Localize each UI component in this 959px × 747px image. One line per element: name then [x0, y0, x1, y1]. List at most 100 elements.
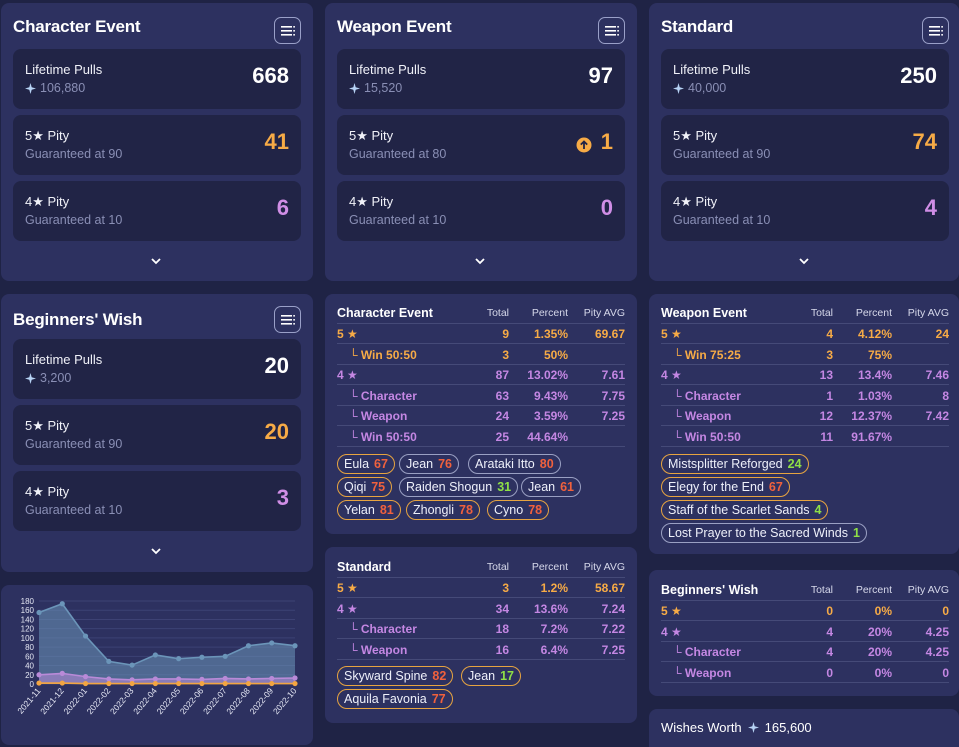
row-label: └ Character — [349, 388, 417, 403]
chevron-down-icon[interactable] — [797, 254, 811, 268]
primogem-amount: 15,520 — [364, 81, 403, 95]
lifetime-pulls-value: 668 — [252, 63, 289, 88]
row-label: 4 ★ — [337, 368, 358, 382]
five-star-pity-card: 5★ Pity Guaranteed at 90 20 — [13, 405, 301, 465]
five-star-guarantee: Guaranteed at 90 — [25, 147, 123, 161]
item-tag[interactable]: Skyward Spine 82 — [337, 666, 454, 686]
stats-panel-standard: Standard Total Percent Pity AVG 5 ★ 3 1.2% 58.6… — [325, 547, 637, 723]
item-tag[interactable]: Aquila Favonia 77 — [337, 689, 453, 709]
row-label: 4 ★ — [661, 368, 682, 382]
item-tag[interactable]: Jean 76 — [399, 454, 460, 474]
item-name: Cyno — [494, 503, 524, 517]
primogem-amount: 40,000 — [688, 81, 727, 95]
chevron-down-icon[interactable] — [149, 544, 163, 558]
row-total: 63 — [495, 388, 509, 403]
primogem-amount: 106,880 — [40, 81, 86, 95]
table-title: Beginners' Wish — [661, 583, 759, 597]
item-tag[interactable]: Zhongli 78 — [406, 500, 480, 520]
item-tag[interactable]: Staff of the Scarlet Sands 4 — [661, 500, 829, 520]
four-star-pity-value: 6 — [276, 195, 289, 220]
lifetime-pulls-value: 20 — [264, 353, 289, 378]
series-point — [82, 674, 89, 680]
row-total: 12 — [819, 409, 833, 423]
row-pity-avg: 0 — [942, 665, 949, 680]
row-label: 4 ★ — [337, 601, 358, 616]
row-total: 4 — [826, 645, 833, 659]
item-tag[interactable]: Cyno 78 — [487, 500, 550, 520]
item-tag[interactable]: Jean 17 — [461, 666, 522, 686]
series-line — [38, 672, 296, 681]
menu-button[interactable] — [274, 306, 301, 333]
chevron-down-icon[interactable] — [149, 254, 163, 268]
item-name: Staff of the Scarlet Sands — [668, 503, 810, 517]
four-star-pity-card: 4★ Pity Guaranteed at 10 0 — [337, 181, 625, 241]
item-tag[interactable]: Raiden Shogun 31 — [399, 477, 519, 497]
series-point — [292, 680, 298, 687]
table-title: Standard — [337, 560, 392, 574]
y-tick-label: 20 — [25, 671, 34, 680]
x-tick-label: 2022-09 — [248, 686, 276, 717]
x-tick-label: 2021-12 — [38, 686, 66, 717]
stats-table-weapon-event: Weapon Event Total Percent Pity AVG 5 ★ 4 4.12… — [661, 304, 949, 447]
table-row: └ Win 50:50 11 91.67% — [661, 427, 949, 447]
five-star-pity-card: 5★ Pity Guaranteed at 80 1 — [337, 115, 625, 175]
row-percent: 1.2% — [540, 581, 568, 595]
item-tag[interactable]: Yelan 81 — [337, 500, 401, 520]
series-point — [82, 680, 89, 687]
row-label: └ Character — [673, 388, 741, 403]
item-tag[interactable]: Eula 67 — [337, 454, 395, 474]
row-pity-avg: 24 — [935, 327, 949, 341]
y-tick-label: 180 — [21, 597, 35, 606]
row-pity-avg: 7.42 — [925, 409, 949, 423]
menu-button[interactable] — [598, 17, 625, 44]
series-point — [106, 680, 112, 687]
pity-count: 67 — [768, 480, 783, 494]
series-area — [39, 673, 295, 684]
x-tick-label: 2022-03 — [108, 686, 136, 717]
table-row: 5 ★ 4 4.12% 24 — [661, 324, 949, 344]
four-star-pity-card: 4★ Pity Guaranteed at 10 6 — [13, 181, 301, 241]
item-name: Jean — [406, 457, 434, 471]
item-tag[interactable]: Qiqi 75 — [337, 477, 393, 497]
chevron-down-icon[interactable] — [473, 254, 487, 268]
item-name: Aquila Favonia — [344, 692, 427, 706]
row-percent: 13.4% — [857, 368, 892, 382]
wishes-worth-value: 165,600 — [764, 720, 812, 735]
table-row: 4 ★ 87 13.02% 7.61 — [337, 365, 625, 385]
item-tag[interactable]: Jean 61 — [521, 477, 582, 497]
primogem-icon — [349, 83, 360, 94]
series-point — [129, 662, 135, 668]
row-total: 34 — [495, 601, 509, 616]
series-area — [39, 603, 295, 684]
primogem-icon — [25, 373, 36, 384]
item-name: Raiden Shogun — [406, 480, 493, 494]
four-star-pity-value: 0 — [600, 195, 613, 220]
four-star-pity-value: 3 — [276, 485, 289, 510]
item-tag[interactable]: Arataki Itto 80 — [468, 454, 561, 474]
row-total: 87 — [495, 368, 509, 382]
menu-button[interactable] — [922, 17, 949, 44]
item-tag[interactable]: Mistsplitter Reforged 24 — [661, 454, 809, 474]
row-label: 4 ★ — [661, 624, 682, 639]
lifetime-pulls-label: Lifetime Pulls — [25, 62, 103, 77]
five-star-guarantee: Guaranteed at 90 — [673, 147, 771, 161]
series-point — [59, 601, 65, 607]
row-total: 13 — [819, 368, 833, 382]
item-tag[interactable]: Elegy for the End 67 — [661, 477, 790, 497]
row-pity-avg: 7.75 — [601, 388, 625, 403]
lifetime-pulls-label: Lifetime Pulls — [25, 352, 103, 367]
row-percent: 4.12% — [857, 327, 892, 341]
series-point — [292, 643, 298, 649]
y-tick-label: 60 — [25, 652, 34, 661]
four-star-guarantee: Guaranteed at 10 — [25, 213, 123, 227]
item-name: Yelan — [344, 503, 375, 517]
row-percent: 13.6% — [533, 601, 568, 616]
five-star-pity-label: 5★ Pity — [349, 128, 394, 143]
menu-button[interactable] — [274, 17, 301, 44]
four-star-guarantee: Guaranteed at 10 — [349, 213, 447, 227]
row-pity-avg: 7.24 — [601, 601, 625, 616]
series-point — [245, 676, 252, 682]
item-name: Elegy for the End — [668, 480, 764, 494]
item-tag[interactable]: Lost Prayer to the Sacred Winds 1 — [661, 523, 867, 543]
pity-count: 1 — [852, 526, 860, 540]
